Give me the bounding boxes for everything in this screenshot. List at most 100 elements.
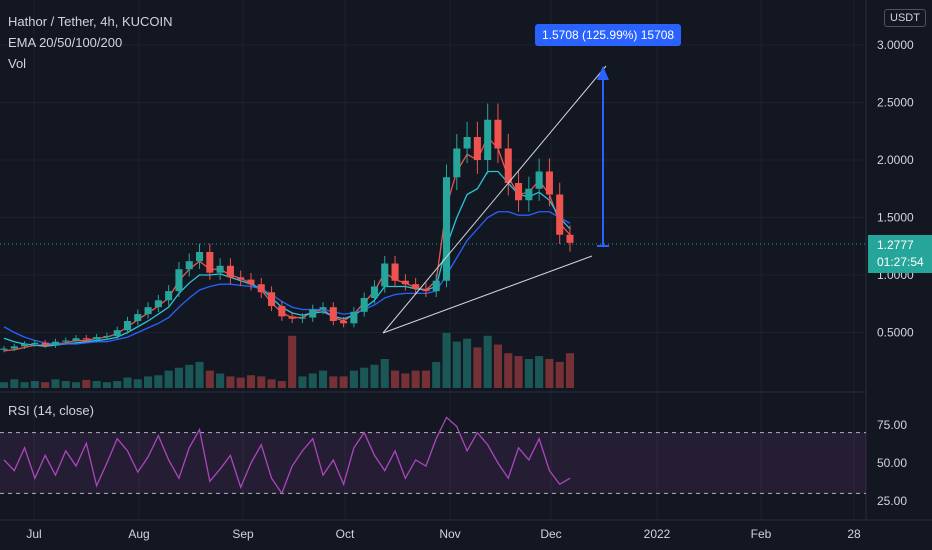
volume-bar	[504, 353, 513, 388]
volume-bar	[216, 373, 225, 388]
volume-bar	[463, 338, 472, 388]
volume-bar	[71, 382, 81, 388]
x-tick-label: 28	[847, 527, 861, 541]
candle-body	[515, 183, 523, 201]
volume-bar	[329, 376, 338, 388]
volume-bar	[164, 370, 173, 388]
last-price: 1.2777	[877, 238, 914, 252]
volume-bar	[535, 356, 544, 388]
candle-body	[226, 265, 234, 278]
volume-bar	[20, 382, 29, 388]
upper-trendline	[382, 65, 607, 334]
candle-body	[175, 269, 183, 292]
volume-bar	[61, 381, 70, 388]
volume-bar	[10, 379, 19, 388]
rsi-tick-label: 75.00	[877, 418, 907, 432]
volume-bar	[82, 379, 91, 388]
volume-bar	[308, 373, 317, 388]
volume-bar	[298, 376, 307, 388]
volume-bar	[174, 367, 183, 388]
rsi-legend: RSI (14, close)	[8, 403, 94, 418]
candle-body	[0, 348, 8, 350]
candle-body	[319, 307, 327, 310]
x-tick-label: Oct	[336, 527, 355, 541]
volume-bar	[421, 370, 430, 388]
candle-body	[442, 177, 451, 281]
volume-bar	[30, 381, 39, 388]
candle-body	[257, 284, 265, 293]
last-price-badge: 1.2777 01:27:54	[868, 235, 932, 273]
candle-body	[494, 119, 502, 149]
candle-body	[62, 340, 70, 342]
volume-bar	[401, 373, 410, 388]
volume-bar	[555, 361, 564, 388]
ema-line-50	[3, 170, 571, 347]
volume-bar	[133, 379, 142, 388]
volume-bar	[154, 375, 163, 388]
y-tick-label: 3.0000	[877, 38, 914, 52]
candle-body	[123, 321, 132, 331]
volume-bar	[288, 335, 297, 388]
x-tick-label: Jul	[26, 527, 41, 541]
candle-body	[154, 300, 162, 308]
x-tick-label: Aug	[128, 527, 149, 541]
candle-body	[268, 292, 276, 307]
currency-button[interactable]: USDT	[884, 9, 926, 27]
rsi-tick-label: 25.00	[877, 494, 907, 508]
volume-legend: Vol	[8, 56, 27, 71]
candle-body	[165, 291, 173, 301]
x-tick-label: Dec	[540, 527, 561, 541]
candle-body	[340, 321, 348, 324]
candle-body	[216, 265, 224, 273]
candle-body	[473, 137, 481, 160]
candle-body	[144, 307, 152, 315]
candle-body	[525, 188, 533, 201]
candle-body	[484, 119, 492, 160]
candle-body	[391, 263, 399, 281]
candle-body	[195, 252, 204, 262]
volume-bar	[0, 382, 9, 388]
volume-bar	[452, 341, 461, 388]
candle-body	[113, 330, 121, 336]
volume-bar	[205, 370, 214, 388]
ema-legend: EMA 20/50/100/200	[8, 35, 123, 50]
y-tick-label: 2.5000	[877, 96, 914, 110]
volume-bar	[370, 364, 379, 388]
volume-bar	[226, 376, 235, 388]
candle-body	[401, 280, 409, 285]
volume-bar	[246, 375, 256, 388]
candle-body	[453, 148, 461, 178]
candle-body	[432, 280, 440, 292]
candle-body	[21, 344, 29, 347]
volume-bar	[349, 370, 358, 388]
candle-body	[103, 335, 111, 338]
lower-trendline	[382, 255, 593, 334]
candle-body	[504, 148, 512, 183]
x-tick-label: Sep	[232, 527, 254, 541]
symbol-title: Hathor / Tether, 4h, KUCOIN	[8, 14, 173, 29]
volume-bar	[514, 356, 523, 388]
volume-bar	[195, 361, 204, 388]
volume-bar	[473, 347, 482, 388]
candle-body	[278, 306, 286, 317]
candle-body	[82, 338, 90, 340]
volume-bar	[144, 376, 153, 388]
candle-body	[93, 337, 101, 340]
volume-bar	[391, 370, 400, 388]
candle-body	[298, 317, 306, 319]
candle-body	[72, 338, 80, 341]
volume-bar	[493, 344, 503, 388]
volume-bar	[267, 379, 276, 388]
volume-bar	[41, 382, 50, 388]
volume-bar	[339, 376, 348, 388]
candle-body	[545, 171, 553, 195]
volume-bar	[545, 359, 554, 388]
candle-body	[535, 171, 543, 189]
candle-body	[288, 316, 296, 319]
candle-body	[329, 307, 337, 321]
candle-body	[10, 346, 18, 349]
x-tick-label: Nov	[439, 527, 460, 541]
candle-body	[350, 311, 358, 324]
volume-bar	[102, 382, 111, 388]
